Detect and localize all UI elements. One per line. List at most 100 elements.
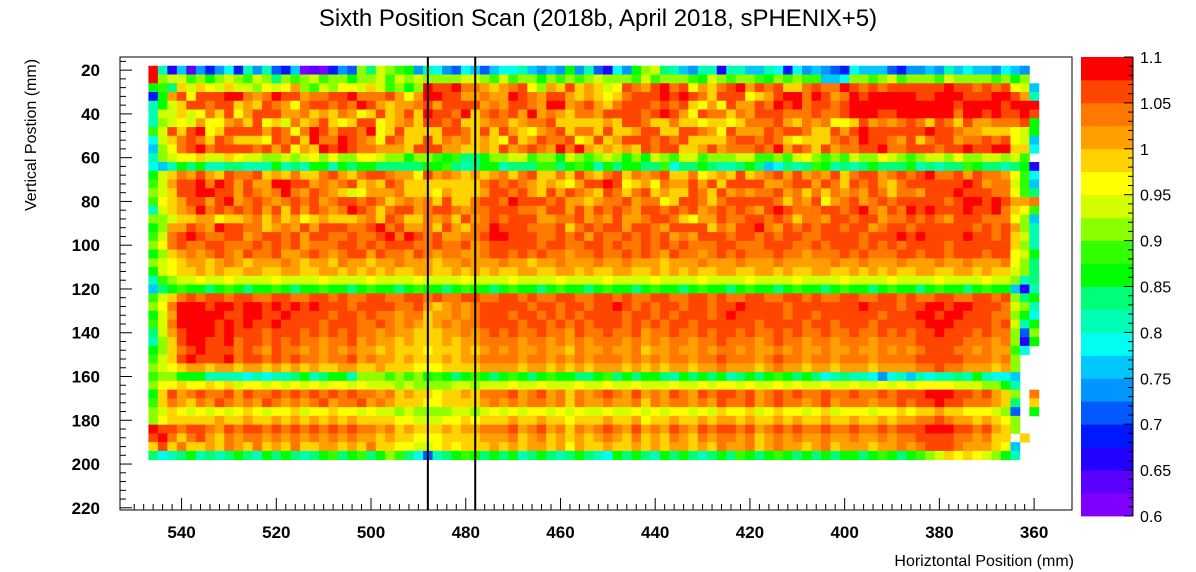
heatmap-cell [925,162,936,172]
heatmap-cell [176,442,187,452]
heatmap-cell [375,223,386,233]
heatmap-cell [764,450,775,461]
heatmap-cell [356,354,367,364]
heatmap-cell [915,450,926,461]
heatmap-cell [887,205,898,215]
heatmap-cell [877,442,888,452]
heatmap-cell [508,442,519,452]
heatmap-cell [394,293,405,303]
heatmap-cell [839,433,850,443]
heatmap-cell [565,433,576,443]
heatmap-cell [925,83,936,93]
heatmap-cell [356,109,367,119]
heatmap-cell [811,232,822,242]
heatmap-cell [205,345,216,356]
heatmap-cell [299,345,310,356]
heatmap-cell [735,345,746,356]
heatmap-cell [186,450,197,461]
heatmap-cell [669,424,680,434]
heatmap-cell [792,302,803,312]
heatmap-cell [271,450,282,461]
heatmap-cell [944,398,954,408]
heatmap-cell [839,162,850,172]
heatmap-cell [252,415,263,426]
heatmap-cell [385,302,396,312]
heatmap-cell [489,240,500,250]
heatmap-cell [176,83,187,93]
heatmap-cell [157,345,168,356]
heatmap-cell [233,372,244,382]
heatmap-cell [356,424,367,434]
heatmap-cell [479,302,490,312]
heatmap-cell [498,302,509,312]
heatmap-cell [688,144,699,154]
heatmap-cell [413,407,424,417]
heatmap-cell [451,258,462,268]
heatmap-cell [650,100,661,110]
heatmap-cell [167,240,178,250]
heatmap-cell [783,135,793,145]
heatmap-cell [517,240,528,250]
heatmap-cell [167,275,178,285]
heatmap-cell [745,389,756,399]
heatmap-cell [432,179,443,189]
heatmap-cell [375,65,386,75]
heatmap-cell [442,328,452,338]
heatmap-cell [641,127,651,137]
heatmap-cell [925,74,936,84]
heatmap-cell [811,407,822,417]
heatmap-cell [1019,127,1030,137]
heatmap-cell [678,240,689,250]
heatmap-cell [148,433,159,443]
heatmap-cell [773,249,784,259]
heatmap-cell [830,258,841,268]
heatmap-cell [565,65,576,75]
heatmap-cell [508,284,519,294]
heatmap-cell [281,328,291,338]
heatmap-cell [972,135,983,145]
heatmap-cell [375,337,386,347]
heatmap-cell [934,328,945,338]
heatmap-cell [944,83,954,93]
heatmap-cell [574,188,585,198]
heatmap-cell [726,188,737,198]
heatmap-cell [299,249,310,259]
heatmap-cell [565,179,576,189]
heatmap-cell [1010,380,1021,391]
heatmap-cell [868,415,879,426]
heatmap-cell [783,232,793,242]
heatmap-cell [716,398,727,408]
y-tick-label: 100 [72,236,100,255]
heatmap-cell [555,372,566,382]
heatmap-cell [991,337,1002,347]
heatmap-cell [896,345,907,356]
heatmap-cell [735,135,746,145]
heatmap-cell [688,74,699,84]
heatmap-cell [887,267,898,277]
heatmap-cell [271,127,282,137]
heatmap-cell [394,214,405,224]
heatmap-cell [716,135,727,145]
heatmap-cell [963,83,973,93]
heatmap-cell [498,354,509,364]
heatmap-cell [385,232,396,242]
heatmap-cell [243,302,254,312]
heatmap-cell [167,205,178,215]
heatmap-cell [356,144,367,154]
heatmap-cell [726,310,737,321]
heatmap-cell [716,74,727,84]
heatmap-cell [972,179,983,189]
heatmap-cell [479,100,490,110]
heatmap-cell [1010,319,1021,329]
heatmap-cell [972,293,983,303]
heatmap-cell [707,109,718,119]
heatmap-cell [1029,328,1040,338]
heatmap-cell [281,389,291,399]
heatmap-cell [536,363,547,373]
heatmap-cell [783,83,793,93]
heatmap-cell [148,153,159,163]
heatmap-cell [375,293,386,303]
heatmap-cell [318,74,329,84]
heatmap-cell [205,197,216,207]
heatmap-cell [224,267,235,277]
